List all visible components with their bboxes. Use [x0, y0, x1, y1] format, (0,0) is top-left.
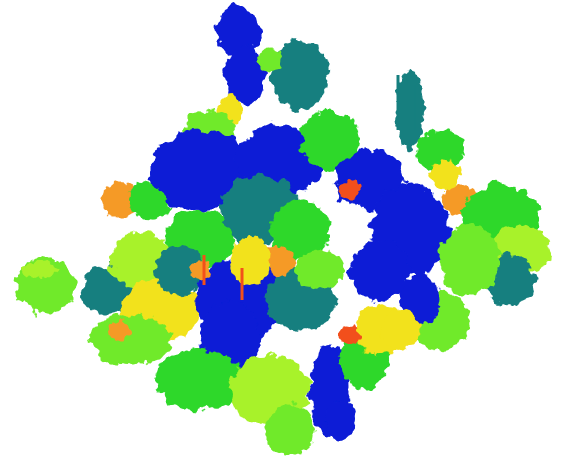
cluster-blob	[380, 310, 420, 350]
cluster-blob	[272, 40, 328, 110]
cluster-blob	[396, 70, 424, 150]
cluster-blob	[340, 325, 360, 345]
cluster-blob	[230, 235, 270, 285]
cluster-blob	[22, 262, 58, 278]
cluster-blob	[350, 240, 410, 300]
cluster-blob	[225, 45, 265, 105]
cluster-blob	[325, 400, 355, 440]
cluster-blobs	[15, 5, 550, 455]
cluster-blob	[110, 232, 170, 288]
cluster-blob	[300, 110, 360, 170]
cluster-blob	[400, 275, 440, 325]
cluster-blob	[90, 315, 170, 365]
cluster-blob	[258, 48, 282, 72]
cluster-blob	[265, 405, 315, 455]
cluster-blob	[102, 182, 138, 218]
cluster-blob	[216, 5, 260, 55]
cluster-blob	[415, 130, 465, 170]
cluster-blob	[190, 260, 210, 280]
cluster-blob	[155, 245, 205, 295]
cluster-blob	[430, 160, 460, 190]
cluster-blob	[110, 320, 130, 340]
cluster-blob	[270, 200, 330, 260]
cluster-blob	[340, 180, 360, 200]
cluster-blob	[440, 225, 500, 295]
cluster-blob	[150, 130, 250, 210]
cluster-blob	[155, 350, 245, 410]
cluster-blob	[295, 250, 345, 290]
